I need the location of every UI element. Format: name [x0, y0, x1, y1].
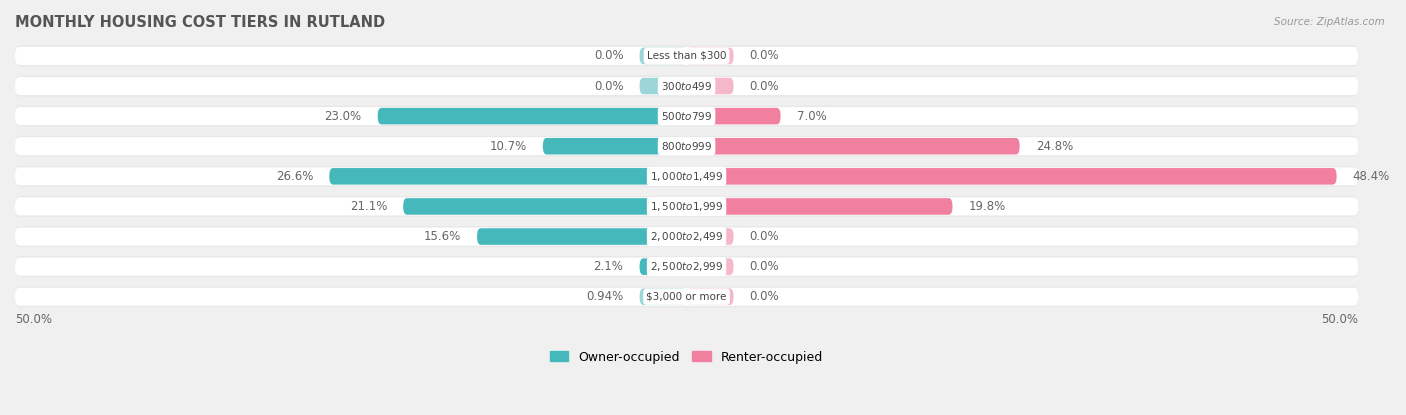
Legend: Owner-occupied, Renter-occupied: Owner-occupied, Renter-occupied: [544, 346, 828, 369]
Text: $2,500 to $2,999: $2,500 to $2,999: [650, 260, 723, 273]
Text: 7.0%: 7.0%: [797, 110, 827, 123]
Text: $1,500 to $1,999: $1,500 to $1,999: [650, 200, 723, 213]
Text: 0.0%: 0.0%: [749, 260, 779, 273]
FancyBboxPatch shape: [15, 45, 1358, 66]
FancyBboxPatch shape: [15, 286, 1358, 307]
Text: 2.1%: 2.1%: [593, 260, 623, 273]
Text: Source: ZipAtlas.com: Source: ZipAtlas.com: [1274, 17, 1385, 27]
FancyBboxPatch shape: [15, 256, 1358, 277]
FancyBboxPatch shape: [686, 288, 734, 305]
FancyBboxPatch shape: [686, 108, 780, 124]
FancyBboxPatch shape: [543, 138, 686, 154]
Text: Less than $300: Less than $300: [647, 51, 727, 61]
FancyBboxPatch shape: [15, 77, 1358, 95]
Text: $2,000 to $2,499: $2,000 to $2,499: [650, 230, 723, 243]
Text: MONTHLY HOUSING COST TIERS IN RUTLAND: MONTHLY HOUSING COST TIERS IN RUTLAND: [15, 15, 385, 30]
Text: 0.0%: 0.0%: [749, 49, 779, 62]
FancyBboxPatch shape: [15, 107, 1358, 125]
Text: 0.0%: 0.0%: [749, 230, 779, 243]
FancyBboxPatch shape: [15, 166, 1358, 187]
Text: 21.1%: 21.1%: [350, 200, 387, 213]
Text: 0.0%: 0.0%: [593, 49, 623, 62]
FancyBboxPatch shape: [477, 228, 686, 245]
FancyBboxPatch shape: [640, 78, 686, 94]
Text: 0.94%: 0.94%: [586, 290, 623, 303]
FancyBboxPatch shape: [15, 226, 1358, 247]
FancyBboxPatch shape: [15, 136, 1358, 157]
FancyBboxPatch shape: [686, 168, 1337, 185]
Text: 0.0%: 0.0%: [749, 80, 779, 93]
Text: 23.0%: 23.0%: [325, 110, 361, 123]
FancyBboxPatch shape: [686, 198, 952, 215]
FancyBboxPatch shape: [378, 108, 686, 124]
Text: 15.6%: 15.6%: [423, 230, 461, 243]
FancyBboxPatch shape: [640, 259, 686, 275]
FancyBboxPatch shape: [640, 288, 686, 305]
FancyBboxPatch shape: [404, 198, 686, 215]
FancyBboxPatch shape: [15, 47, 1358, 65]
FancyBboxPatch shape: [15, 227, 1358, 246]
Text: $300 to $499: $300 to $499: [661, 80, 713, 92]
Text: 48.4%: 48.4%: [1353, 170, 1391, 183]
FancyBboxPatch shape: [686, 78, 734, 94]
FancyBboxPatch shape: [15, 105, 1358, 127]
Text: 19.8%: 19.8%: [969, 200, 1005, 213]
Text: 26.6%: 26.6%: [276, 170, 314, 183]
Text: 50.0%: 50.0%: [1322, 312, 1358, 326]
Text: $500 to $799: $500 to $799: [661, 110, 713, 122]
Text: 0.0%: 0.0%: [749, 290, 779, 303]
FancyBboxPatch shape: [686, 48, 734, 64]
FancyBboxPatch shape: [686, 259, 734, 275]
FancyBboxPatch shape: [15, 76, 1358, 97]
FancyBboxPatch shape: [15, 137, 1358, 155]
FancyBboxPatch shape: [640, 48, 686, 64]
Text: $1,000 to $1,499: $1,000 to $1,499: [650, 170, 723, 183]
FancyBboxPatch shape: [15, 167, 1358, 186]
Text: $800 to $999: $800 to $999: [661, 140, 713, 152]
Text: 0.0%: 0.0%: [593, 80, 623, 93]
FancyBboxPatch shape: [15, 258, 1358, 276]
FancyBboxPatch shape: [686, 138, 1019, 154]
Text: 50.0%: 50.0%: [15, 312, 52, 326]
FancyBboxPatch shape: [15, 196, 1358, 217]
Text: 10.7%: 10.7%: [489, 140, 527, 153]
FancyBboxPatch shape: [686, 228, 734, 245]
FancyBboxPatch shape: [15, 198, 1358, 215]
FancyBboxPatch shape: [329, 168, 686, 185]
Text: 24.8%: 24.8%: [1036, 140, 1073, 153]
FancyBboxPatch shape: [15, 288, 1358, 306]
Text: $3,000 or more: $3,000 or more: [647, 292, 727, 302]
